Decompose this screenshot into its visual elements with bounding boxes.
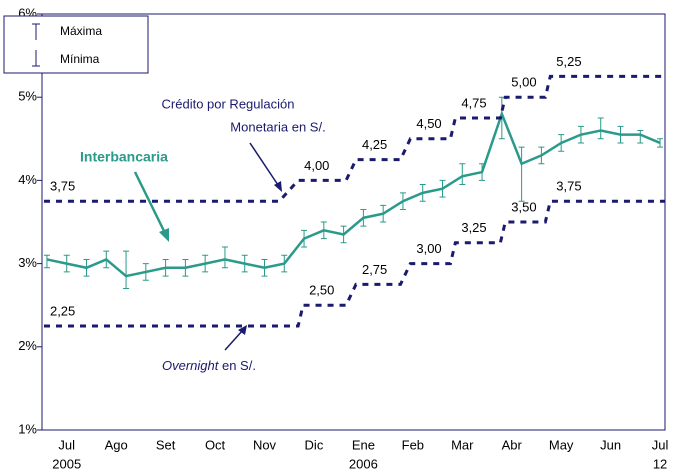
error-bar xyxy=(637,129,644,144)
credit-annotation: Monetaria en S/. xyxy=(230,119,325,134)
data-label: 5,25 xyxy=(556,54,581,69)
y-tick-label: 2% xyxy=(18,338,37,353)
overnight-italic: Overnight xyxy=(162,358,220,373)
y-tick-label: 1% xyxy=(18,421,37,436)
overnight-arrowhead xyxy=(238,325,247,335)
data-label: 3,50 xyxy=(511,199,536,214)
x-tick-label: Ago xyxy=(105,437,128,452)
data-label: 4,75 xyxy=(461,95,486,110)
error-bar xyxy=(221,246,228,269)
year-label: 12 xyxy=(653,456,667,471)
legend-max-icon xyxy=(32,23,40,40)
data-label: 3,75 xyxy=(50,179,75,194)
legend-box xyxy=(3,15,149,74)
data-label: 2,75 xyxy=(362,262,387,277)
data-label: 5,00 xyxy=(511,75,536,90)
error-bar xyxy=(43,254,50,269)
x-tick-label: Jul xyxy=(652,437,669,452)
x-tick-label: Mar xyxy=(451,437,474,452)
credit-arrow xyxy=(249,142,281,189)
x-tick-label: Set xyxy=(156,437,176,452)
data-label: 3,00 xyxy=(416,241,441,256)
error-bar xyxy=(657,138,664,148)
year-label: 2006 xyxy=(349,456,378,471)
x-tick-label: Nov xyxy=(253,437,277,452)
x-tick-label: Abr xyxy=(502,437,523,452)
overnight-rest: en S/. xyxy=(218,358,256,373)
data-label: 4,50 xyxy=(416,116,441,131)
error-bar xyxy=(123,250,130,290)
credit-annotation: Crédito por Regulación xyxy=(162,96,295,111)
data-label: 4,00 xyxy=(304,158,329,173)
data-label: 2,50 xyxy=(309,283,334,298)
data-label: 3,25 xyxy=(461,220,486,235)
x-tick-label: Jun xyxy=(600,437,621,452)
x-tick-label: Feb xyxy=(402,437,424,452)
x-tick-label: Oct xyxy=(205,437,226,452)
step-line xyxy=(43,74,665,203)
y-tick-label: 5% xyxy=(18,89,37,104)
credit-arrowhead xyxy=(274,181,282,192)
error-bar xyxy=(459,163,466,186)
interbank-line xyxy=(46,110,661,278)
y-tick-label: 4% xyxy=(18,172,37,187)
legend-min-icon xyxy=(32,50,40,67)
data-label: 4,25 xyxy=(362,137,387,152)
y-tick-label: 3% xyxy=(18,255,37,270)
overnight-arrow xyxy=(224,329,244,351)
x-tick-label: Jul xyxy=(58,437,75,452)
data-label: 3,75 xyxy=(556,179,581,194)
year-label: 2005 xyxy=(52,456,81,471)
x-tick-label: Ene xyxy=(352,437,375,452)
data-label: 2,25 xyxy=(50,303,75,318)
x-tick-label: May xyxy=(549,437,574,452)
x-tick-label: Dic xyxy=(305,437,324,452)
error-bar xyxy=(518,146,525,202)
error-bar xyxy=(597,117,604,140)
interbank-annotation: Interbancaria xyxy=(80,149,168,165)
plot-area xyxy=(41,13,666,431)
legend-max: Máxima xyxy=(60,24,102,38)
interbank-arrowhead xyxy=(159,228,169,242)
interbank-arrow xyxy=(133,171,167,234)
legend-min: Mínima xyxy=(60,52,100,66)
overnight-annotation: Overnight en S/. xyxy=(162,358,256,373)
